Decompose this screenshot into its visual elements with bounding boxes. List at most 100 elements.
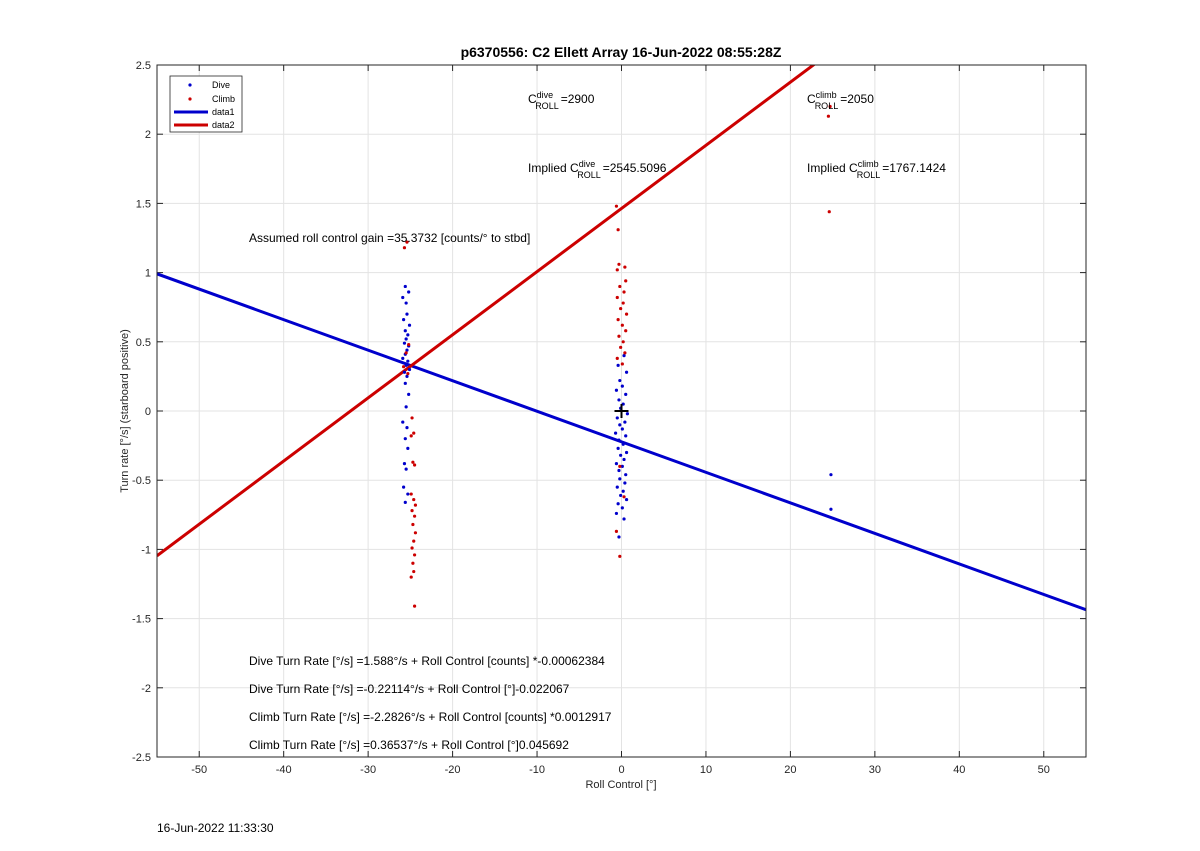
climb-point	[409, 434, 413, 438]
dive-point	[620, 464, 624, 468]
climb-point	[412, 539, 416, 543]
climb-point	[402, 246, 407, 250]
dive-point	[620, 384, 624, 388]
climb-point	[412, 514, 417, 518]
dive-point	[624, 434, 628, 438]
dive-point	[620, 506, 624, 510]
legend-label-dive: Dive	[212, 80, 230, 90]
dive-point	[402, 370, 407, 374]
y-tick-label: 1.5	[136, 198, 151, 210]
dive-point	[406, 333, 410, 337]
annotation-c-dive-prefix: C	[528, 92, 537, 106]
annotation-eq-climb-counts: Climb Turn Rate [°/s] =-2.2826°/s + Roll…	[249, 710, 612, 724]
dive-point	[404, 337, 408, 341]
y-tick-label: -2.5	[132, 752, 151, 764]
dive-point	[616, 363, 620, 367]
climb-point	[827, 210, 831, 214]
climb-point	[617, 262, 621, 266]
climb-point	[620, 323, 624, 327]
dive-point	[624, 370, 629, 374]
dive-point	[402, 485, 406, 489]
y-tick-label: -0.5	[132, 475, 151, 487]
climb-point	[411, 561, 415, 565]
dive-point	[624, 392, 628, 396]
dive-point	[622, 354, 626, 358]
climb-point	[616, 228, 620, 232]
dive-point	[622, 517, 626, 521]
climb-point	[828, 104, 832, 109]
dive-point	[623, 420, 627, 424]
climb-point	[412, 553, 417, 557]
dive-point	[617, 535, 621, 539]
dive-point	[404, 301, 408, 305]
climb-point	[412, 604, 417, 608]
dive-point	[401, 356, 405, 361]
dive-point	[618, 423, 622, 427]
climb-point	[619, 345, 623, 349]
x-tick-label: -10	[529, 764, 545, 776]
dive-point	[406, 446, 410, 450]
x-tick-label: -50	[191, 764, 207, 776]
x-tick-label: 40	[953, 764, 965, 776]
y-tick-label: 2	[145, 129, 151, 141]
chart-title: p6370556: C2 Ellett Array 16-Jun-2022 08…	[461, 44, 782, 60]
legend: Dive Climb data1 data2	[169, 75, 243, 133]
climb-point	[623, 351, 627, 355]
dive-point	[401, 295, 405, 300]
climb-point	[413, 531, 418, 535]
climb-point	[402, 365, 406, 369]
origin-marker	[614, 404, 629, 418]
x-tick-label: -40	[276, 764, 292, 776]
annotation-c-dive-sub: ROLL	[535, 101, 559, 111]
dive-point	[619, 493, 623, 498]
dive-point	[624, 497, 629, 502]
dive-point	[402, 461, 407, 466]
climb-point	[618, 284, 622, 289]
y-tick-label: 0	[145, 406, 151, 418]
climb-point	[618, 464, 622, 468]
legend-label-data2: data2	[212, 120, 235, 130]
legend-marker-dive	[188, 83, 192, 87]
annotation-c-climb-prefix: C	[807, 92, 816, 106]
dive-point	[617, 398, 621, 402]
x-tick-label: -30	[360, 764, 376, 776]
x-axis-ticks: -50 -40 -30 -20 -10 0 10 20 30 40 50	[191, 65, 1050, 776]
dive-point	[615, 416, 619, 420]
fit-lines	[157, 65, 1086, 612]
dive-point	[614, 511, 619, 516]
climb-point	[412, 569, 416, 574]
climb-point	[406, 372, 410, 376]
dive-point	[623, 481, 627, 485]
legend-label-data1: data1	[212, 107, 235, 117]
climb-point	[411, 460, 415, 464]
climb-point	[620, 362, 624, 366]
annotation-implied-climb-value: =1767.1424	[882, 161, 946, 175]
x-tick-label: -20	[445, 764, 461, 776]
legend-label-climb: Climb	[212, 94, 235, 104]
annotation-implied-climb-sub: ROLL	[857, 170, 881, 180]
annotation-c-dive: Cdive ROLL =2900	[528, 90, 595, 111]
annotation-roll-gain: Assumed roll control gain =35.3732 [coun…	[249, 231, 530, 245]
data-points	[401, 104, 833, 608]
annotation-implied-dive-value: =2545.5096	[603, 161, 667, 175]
climb-point	[615, 295, 619, 300]
dive-point	[403, 500, 407, 504]
y-tick-label: -2	[141, 683, 151, 695]
annotation-eq-dive-counts: Dive Turn Rate [°/s] =1.588°/s + Roll Co…	[249, 654, 605, 668]
dive-point	[406, 359, 410, 363]
dive-point	[620, 427, 624, 431]
annotation-eq-dive-degrees: Dive Turn Rate [°/s] =-0.22114°/s + Roll…	[249, 682, 570, 696]
dive-point	[622, 457, 626, 462]
climb-point	[614, 529, 619, 534]
x-tick-label: 10	[700, 764, 712, 776]
fit-line-data2	[157, 65, 816, 557]
dive-point	[619, 453, 623, 457]
y-tick-label: 0.5	[136, 337, 151, 349]
dive-point	[407, 392, 411, 396]
dive-point	[625, 412, 630, 416]
dive-point	[402, 341, 407, 345]
annotation-c-dive-value: =2900	[561, 92, 595, 106]
footer-timestamp: 16-Jun-2022 11:33:30	[157, 821, 274, 835]
climb-point	[410, 509, 414, 513]
annotation-c-climb-sub: ROLL	[815, 101, 839, 111]
